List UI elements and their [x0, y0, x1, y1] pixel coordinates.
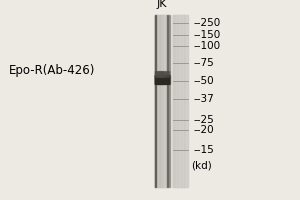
Text: JK: JK: [157, 0, 167, 9]
Bar: [154, 15, 169, 187]
Text: --250: --250: [194, 18, 221, 28]
Text: --50: --50: [194, 76, 214, 86]
Text: --150: --150: [194, 30, 221, 40]
Text: --25: --25: [194, 115, 214, 125]
Text: Epo-R(Ab-426): Epo-R(Ab-426): [9, 64, 95, 77]
Bar: [167, 15, 168, 187]
Text: --100: --100: [194, 41, 220, 51]
Text: (kd): (kd): [190, 161, 212, 171]
Bar: [154, 15, 156, 187]
Bar: [172, 15, 188, 187]
Text: --20: --20: [194, 125, 214, 135]
Text: --37: --37: [194, 94, 214, 104]
Bar: [169, 15, 170, 187]
Text: --15: --15: [194, 145, 214, 155]
Text: --75: --75: [194, 58, 214, 68]
